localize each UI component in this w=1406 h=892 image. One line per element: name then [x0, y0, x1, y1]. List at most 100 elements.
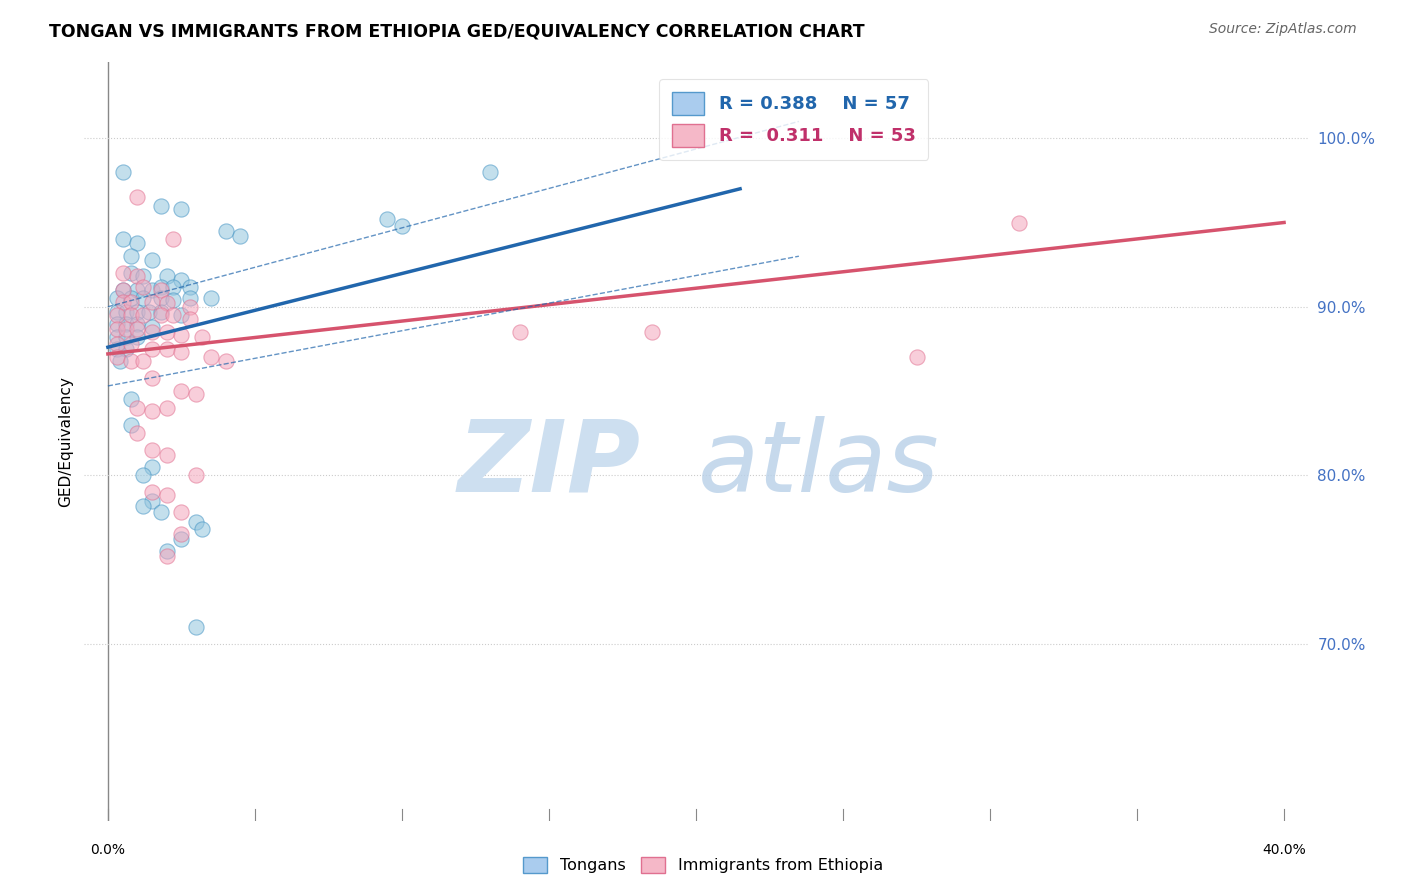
- Point: [149, 199, 172, 213]
- Point: [200, 351, 222, 365]
- Legend: R = 0.388    N = 57, R =  0.311    N = 53: R = 0.388 N = 57, R = 0.311 N = 53: [659, 79, 928, 160]
- Point: [141, 404, 163, 418]
- Point: [138, 305, 160, 319]
- Point: [156, 448, 179, 462]
- Point: [127, 305, 149, 319]
- Point: [170, 505, 193, 519]
- Point: [111, 266, 134, 280]
- Point: [149, 305, 172, 319]
- Point: [170, 308, 193, 322]
- Point: [132, 308, 155, 322]
- Point: [641, 325, 664, 339]
- Point: [375, 212, 398, 227]
- Point: [120, 266, 142, 280]
- Point: [114, 321, 136, 335]
- Point: [141, 283, 163, 297]
- Point: [170, 384, 193, 398]
- Point: [111, 294, 134, 309]
- Point: [214, 224, 236, 238]
- Point: [184, 516, 207, 530]
- Point: [141, 485, 163, 500]
- Point: [132, 353, 155, 368]
- Point: [156, 549, 179, 563]
- Text: 0.0%: 0.0%: [90, 843, 125, 856]
- Point: [105, 317, 128, 331]
- Point: [179, 311, 201, 326]
- Point: [1008, 215, 1031, 229]
- Point: [156, 325, 179, 339]
- Point: [127, 283, 149, 297]
- Point: [111, 232, 134, 246]
- Point: [229, 229, 252, 244]
- Point: [105, 291, 128, 305]
- Point: [127, 235, 149, 250]
- Point: [105, 305, 128, 319]
- Point: [156, 296, 179, 310]
- Point: [156, 544, 179, 558]
- Point: [141, 370, 163, 384]
- Point: [156, 401, 179, 415]
- Text: ZIP: ZIP: [458, 416, 641, 513]
- Point: [184, 620, 207, 634]
- Point: [170, 328, 193, 343]
- Text: 40.0%: 40.0%: [1263, 843, 1306, 856]
- Point: [141, 493, 163, 508]
- Point: [214, 353, 236, 368]
- Point: [114, 305, 136, 319]
- Point: [105, 342, 128, 356]
- Point: [108, 353, 131, 368]
- Point: [127, 426, 149, 441]
- Point: [391, 219, 413, 233]
- Point: [479, 165, 502, 179]
- Point: [127, 330, 149, 344]
- Point: [141, 459, 163, 474]
- Text: Source: ZipAtlas.com: Source: ZipAtlas.com: [1209, 22, 1357, 37]
- Point: [111, 283, 134, 297]
- Point: [132, 279, 155, 293]
- Point: [120, 417, 142, 432]
- Point: [149, 505, 172, 519]
- Point: [120, 353, 142, 368]
- Point: [114, 342, 136, 356]
- Point: [120, 336, 142, 351]
- Point: [170, 202, 193, 216]
- Point: [127, 401, 149, 415]
- Point: [141, 442, 163, 457]
- Point: [141, 294, 163, 309]
- Point: [132, 269, 155, 284]
- Point: [127, 321, 149, 335]
- Point: [120, 392, 142, 407]
- Point: [120, 308, 142, 322]
- Point: [120, 291, 142, 305]
- Point: [191, 330, 214, 344]
- Point: [114, 317, 136, 331]
- Point: [105, 321, 128, 335]
- Point: [170, 273, 193, 287]
- Point: [111, 283, 134, 297]
- Point: [105, 351, 128, 365]
- Point: [184, 387, 207, 401]
- Point: [156, 488, 179, 502]
- Text: atlas: atlas: [697, 416, 939, 513]
- Point: [132, 499, 155, 513]
- Point: [149, 291, 172, 305]
- Point: [105, 336, 128, 351]
- Point: [509, 325, 531, 339]
- Point: [905, 351, 928, 365]
- Point: [127, 317, 149, 331]
- Point: [179, 291, 201, 305]
- Point: [170, 527, 193, 541]
- Point: [184, 468, 207, 483]
- Point: [170, 533, 193, 547]
- Point: [141, 325, 163, 339]
- Point: [141, 320, 163, 334]
- Point: [132, 291, 155, 305]
- Point: [162, 232, 184, 246]
- Point: [114, 330, 136, 344]
- Point: [179, 279, 201, 293]
- Point: [105, 330, 128, 344]
- Point: [149, 308, 172, 322]
- Point: [179, 300, 201, 314]
- Point: [127, 269, 149, 284]
- Point: [162, 279, 184, 293]
